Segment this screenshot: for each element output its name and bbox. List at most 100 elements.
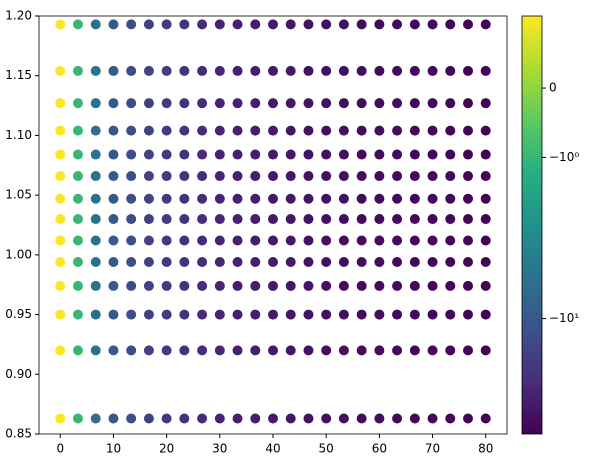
y-tick-label: 1.05	[5, 188, 32, 202]
point	[463, 413, 474, 424]
point	[268, 65, 278, 76]
point	[214, 214, 225, 225]
point	[126, 257, 137, 268]
point	[427, 345, 438, 356]
point	[55, 235, 66, 246]
y-tick-label: 0.90	[5, 367, 32, 381]
point	[338, 345, 349, 356]
point	[161, 280, 172, 291]
point	[303, 65, 314, 76]
point	[126, 309, 137, 320]
point	[285, 235, 296, 246]
point	[108, 280, 119, 291]
point	[392, 98, 403, 109]
point	[409, 309, 420, 320]
point	[445, 171, 456, 182]
point	[250, 235, 261, 246]
point	[303, 345, 314, 356]
point	[143, 171, 154, 182]
point	[232, 98, 243, 109]
point	[374, 125, 385, 136]
point	[143, 280, 154, 291]
point	[143, 19, 154, 30]
point	[285, 413, 296, 424]
point	[72, 413, 83, 424]
point	[72, 235, 83, 246]
point	[108, 171, 119, 182]
x-tick-label: 0	[56, 442, 64, 456]
point	[250, 125, 261, 136]
point	[161, 413, 172, 424]
point	[72, 98, 83, 109]
point	[232, 193, 243, 204]
point	[55, 280, 66, 291]
point	[126, 214, 137, 225]
point	[427, 171, 438, 182]
point	[427, 98, 438, 109]
point	[303, 125, 314, 136]
point	[356, 309, 367, 320]
point	[392, 125, 403, 136]
point	[197, 98, 208, 109]
point	[480, 149, 491, 160]
point	[338, 149, 349, 160]
point	[55, 171, 66, 182]
point	[374, 413, 385, 424]
point	[126, 149, 137, 160]
point	[321, 171, 332, 182]
point	[90, 345, 101, 356]
point	[197, 309, 208, 320]
point	[108, 309, 119, 320]
point	[321, 413, 332, 424]
point	[356, 214, 367, 225]
point	[214, 193, 225, 204]
point	[338, 235, 349, 246]
x-tick-label: 60	[372, 442, 387, 456]
point	[179, 149, 190, 160]
point	[55, 19, 66, 30]
point	[445, 235, 456, 246]
point	[143, 214, 154, 225]
point	[90, 98, 101, 109]
point	[232, 413, 243, 424]
point	[392, 65, 403, 76]
point	[374, 280, 385, 291]
point	[197, 280, 208, 291]
point	[303, 193, 314, 204]
point	[463, 125, 474, 136]
point	[126, 125, 137, 136]
point	[214, 171, 225, 182]
point	[303, 257, 314, 268]
point	[268, 193, 278, 204]
point	[214, 280, 225, 291]
point	[356, 149, 367, 160]
point	[143, 235, 154, 246]
point	[126, 345, 137, 356]
point	[161, 171, 172, 182]
point	[55, 65, 66, 76]
point	[214, 65, 225, 76]
colorbar-frame	[521, 15, 543, 435]
point	[250, 98, 261, 109]
point	[445, 65, 456, 76]
point	[197, 413, 208, 424]
point	[409, 257, 420, 268]
point	[374, 257, 385, 268]
point	[90, 413, 101, 424]
point	[463, 235, 474, 246]
point	[197, 345, 208, 356]
point	[392, 280, 403, 291]
plot-frame	[38, 15, 508, 435]
point	[161, 257, 172, 268]
point	[374, 65, 385, 76]
colorbar-tick-label: −10¹	[549, 311, 579, 325]
point	[108, 257, 119, 268]
point	[356, 98, 367, 109]
point	[72, 65, 83, 76]
point	[445, 345, 456, 356]
point	[268, 309, 278, 320]
point	[268, 125, 278, 136]
point	[409, 345, 420, 356]
point	[356, 65, 367, 76]
point	[72, 309, 83, 320]
